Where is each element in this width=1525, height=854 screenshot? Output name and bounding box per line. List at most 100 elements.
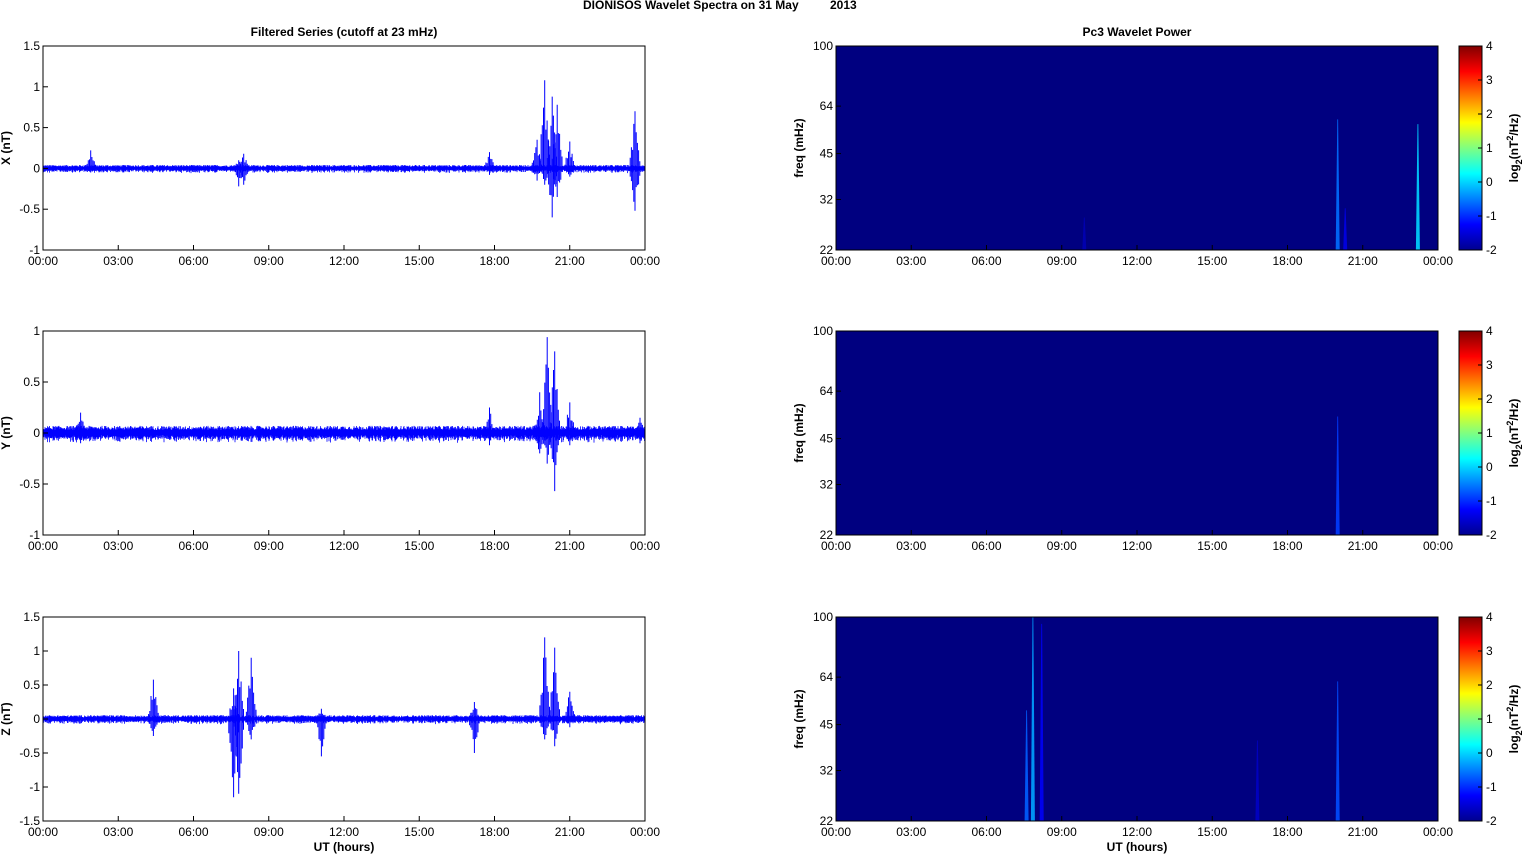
wavelet-x-tick-label: 03:00 bbox=[896, 825, 926, 839]
series-y-axis-label: X (nT) bbox=[0, 131, 13, 165]
series-y-tick-label: 0 bbox=[33, 161, 40, 175]
wavelet-y-tick-label: 32 bbox=[820, 478, 834, 492]
series-x-tick-label: 06:00 bbox=[178, 825, 208, 839]
wavelet-y-tick-label: 32 bbox=[820, 764, 834, 778]
plots: -1 -0.5 0 0.5 1 1.5 00:00 03:00 06:00 09:00 12:00 1… bbox=[0, 39, 1524, 839]
series-x-tick-label: 00:00 bbox=[630, 254, 660, 268]
series-y-tick-label: 1 bbox=[33, 80, 40, 94]
series-x-tick-label: 12:00 bbox=[329, 825, 359, 839]
wavelet-power-streak bbox=[1335, 119, 1340, 251]
series-y-tick-label: 0.5 bbox=[23, 121, 40, 135]
series-spike bbox=[484, 407, 495, 446]
series-y-axis-label: Z (nT) bbox=[0, 702, 13, 735]
x-axis-label-left: UT (hours) bbox=[314, 840, 375, 854]
series-x-tick-label: 03:00 bbox=[103, 539, 133, 553]
series-x-tick-label: 00:00 bbox=[28, 825, 58, 839]
series-spike bbox=[551, 104, 563, 197]
wavelet-x-tick-label: 03:00 bbox=[896, 254, 926, 268]
wavelet-x-tick-label: 21:00 bbox=[1348, 254, 1378, 268]
colorbar-tick-label: -1 bbox=[1486, 494, 1497, 508]
wavelet-x-tick-label: 18:00 bbox=[1272, 539, 1302, 553]
wavelet-y-tick-label: 45 bbox=[820, 718, 834, 732]
wavelet-y-tick-label: 22 bbox=[820, 243, 834, 257]
colorbar-tick-label: 3 bbox=[1486, 644, 1493, 658]
wavelet-power-streak bbox=[1255, 740, 1260, 821]
series-spike bbox=[629, 111, 641, 211]
wavelet-power-streak bbox=[1030, 617, 1035, 821]
series-x-tick-label: 09:00 bbox=[254, 254, 284, 268]
colorbar-tick-label: -1 bbox=[1486, 780, 1497, 794]
series-y-tick-label: -1 bbox=[29, 528, 40, 542]
wavelet-y-tick-label: 100 bbox=[813, 39, 833, 53]
series-spike bbox=[484, 152, 495, 175]
colorbar-tick-label: 1 bbox=[1486, 141, 1493, 155]
colorbar-tick-label: 2 bbox=[1486, 107, 1493, 121]
series-spike bbox=[85, 150, 96, 173]
colorbar-tick-label: 3 bbox=[1486, 73, 1493, 87]
wavelet-x-tick-label: 00:00 bbox=[821, 254, 851, 268]
series-spike bbox=[549, 647, 560, 747]
series-x-tick-label: 15:00 bbox=[404, 825, 434, 839]
wavelet-x-tick-label: 03:00 bbox=[896, 539, 926, 553]
wavelet-heatmap-background bbox=[836, 46, 1438, 250]
wavelet-y-tick-label: 22 bbox=[820, 814, 834, 828]
wavelet-y-tick-label: 64 bbox=[820, 384, 834, 398]
series-spike bbox=[316, 708, 327, 757]
colorbar-label: log2(nT2/Hz) bbox=[1505, 685, 1524, 754]
series-y-tick-label: -1.5 bbox=[19, 814, 40, 828]
series-x-tick-label: 03:00 bbox=[103, 825, 133, 839]
wavelet-y-tick-label: 22 bbox=[820, 528, 834, 542]
colorbar-label: log2(nT2/Hz) bbox=[1505, 114, 1524, 183]
wavelet-power-streak bbox=[1082, 217, 1087, 250]
wavelet-x-tick-label: 06:00 bbox=[971, 254, 1001, 268]
series-x-tick-label: 00:00 bbox=[28, 254, 58, 268]
series-spike bbox=[564, 691, 575, 728]
wavelet-x-tick-label: 21:00 bbox=[1348, 825, 1378, 839]
series-y-tick-label: 1.5 bbox=[23, 610, 40, 624]
series-panel-x: -1 -0.5 0 0.5 1 1.5 00:00 03:00 06:00 09:00 12:00 1… bbox=[0, 39, 660, 268]
wavelet-x-tick-label: 00:00 bbox=[1423, 539, 1453, 553]
wavelet-power-streak bbox=[1335, 416, 1340, 535]
colorbar-tick-label: 1 bbox=[1486, 426, 1493, 440]
wavelet-x-tick-label: 12:00 bbox=[1122, 539, 1152, 553]
series-panel-z: -1.5 -1 -0.5 0 0.5 1 1.5 00:00 03:00 06:00 09:00 12… bbox=[0, 610, 660, 839]
colorbar-tick-label: 4 bbox=[1486, 610, 1493, 624]
wavelet-x-tick-label: 15:00 bbox=[1197, 825, 1227, 839]
x-axis-label-right: UT (hours) bbox=[1107, 840, 1168, 854]
series-x-tick-label: 21:00 bbox=[555, 254, 585, 268]
wavelet-x-tick-label: 15:00 bbox=[1197, 539, 1227, 553]
colorbar-label: log2(nT2/Hz) bbox=[1505, 399, 1524, 468]
wavelet-y-tick-label: 100 bbox=[813, 324, 833, 338]
wavelet-x-tick-label: 21:00 bbox=[1348, 539, 1378, 553]
wavelet-x-tick-label: 00:00 bbox=[821, 539, 851, 553]
colorbar-tick-label: 0 bbox=[1486, 175, 1493, 189]
series-y-tick-label: 1.5 bbox=[23, 39, 40, 53]
series-x-tick-label: 15:00 bbox=[404, 254, 434, 268]
series-y-tick-label: -0.5 bbox=[19, 746, 40, 760]
wavelet-x-tick-label: 00:00 bbox=[1423, 825, 1453, 839]
series-x-tick-label: 21:00 bbox=[555, 539, 585, 553]
wavelet-y-axis-label: freq (mHz) bbox=[792, 403, 806, 462]
wavelet-x-tick-label: 00:00 bbox=[1423, 254, 1453, 268]
wavelet-y-tick-label: 100 bbox=[813, 610, 833, 624]
series-spike bbox=[564, 141, 575, 177]
series-x-tick-label: 09:00 bbox=[254, 825, 284, 839]
series-spike bbox=[549, 351, 560, 492]
series-y-tick-label: 1 bbox=[33, 324, 40, 338]
figure-title-right: 2013 bbox=[830, 0, 857, 12]
colorbar-tick-label: -1 bbox=[1486, 209, 1497, 223]
series-y-tick-label: 0 bbox=[33, 426, 40, 440]
colorbar-tick-label: -2 bbox=[1486, 814, 1497, 828]
colorbar-tick-label: 3 bbox=[1486, 358, 1493, 372]
series-spike bbox=[75, 412, 86, 444]
wavelet-x-tick-label: 09:00 bbox=[1047, 254, 1077, 268]
wavelet-x-tick-label: 18:00 bbox=[1272, 254, 1302, 268]
series-x-tick-label: 06:00 bbox=[178, 539, 208, 553]
wavelet-x-tick-label: 06:00 bbox=[971, 825, 1001, 839]
wavelet-power-streak bbox=[1024, 710, 1029, 821]
series-y-tick-label: 1 bbox=[33, 644, 40, 658]
wavelet-heatmap-background bbox=[836, 617, 1438, 821]
wavelet-power-streak bbox=[1343, 208, 1348, 250]
